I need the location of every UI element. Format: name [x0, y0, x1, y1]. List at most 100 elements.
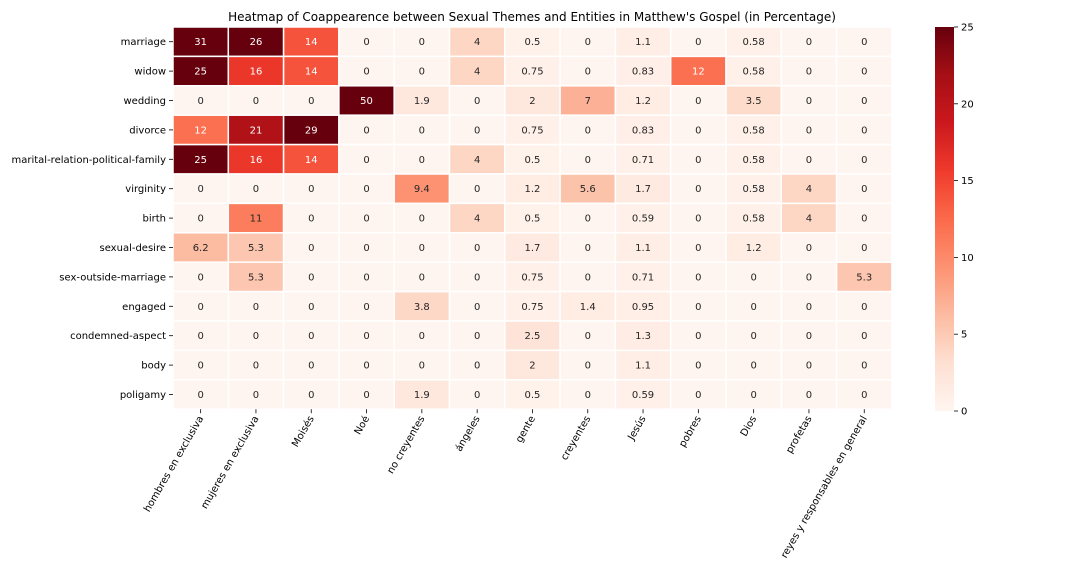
- cell-value-label: 0: [419, 125, 425, 136]
- column-label: ángeles: [453, 414, 483, 454]
- cell-value-label: 0: [363, 272, 369, 283]
- heatmap-cell: [393, 379, 451, 410]
- cell-value-label: 0: [308, 96, 314, 107]
- cell-value-label: 0: [861, 184, 867, 195]
- cell-value-label: 0.71: [632, 272, 654, 283]
- cell-value-label: 0.83: [632, 67, 654, 78]
- heatmap-cell: [835, 320, 893, 352]
- heatmap-cell: [835, 143, 893, 175]
- cell-value-label: 0: [363, 361, 369, 372]
- heatmap-cell: [338, 261, 395, 293]
- cell-value-label: 0.95: [632, 302, 654, 313]
- heatmap-cell: [559, 379, 617, 410]
- heatmap-cell: [338, 143, 395, 175]
- cell-value-label: 11: [250, 214, 263, 225]
- cell-value-label: 0: [585, 37, 591, 48]
- heatmap-cell: [614, 114, 672, 146]
- cell-value-label: 0: [363, 184, 369, 195]
- cell-value-label: 0: [363, 390, 369, 401]
- cell-value-label: 0: [308, 331, 314, 342]
- cell-value-label: 2: [529, 96, 535, 107]
- heatmap-cell: [559, 173, 617, 205]
- heatmap-cell: [227, 349, 285, 381]
- cell-value-label: 0: [474, 390, 480, 401]
- cell-value-label: 0: [363, 37, 369, 48]
- heatmap-cell: [559, 26, 617, 58]
- heatmap-cell: [780, 261, 838, 293]
- cell-value-label: 4: [474, 214, 480, 225]
- cell-value-label: 4: [474, 37, 480, 48]
- cell-value-label: 4: [474, 155, 480, 166]
- column-label: Dios: [739, 414, 759, 438]
- cell-value-label: 50: [360, 96, 373, 107]
- heatmap-cell: [504, 143, 561, 175]
- cell-value-label: 0: [695, 184, 701, 195]
- cell-value-label: 0.75: [521, 67, 543, 78]
- cell-value-label: 0: [308, 390, 314, 401]
- cell-value-label: 0: [695, 125, 701, 136]
- cell-value-label: 0: [197, 390, 203, 401]
- cell-value-label: 0: [253, 331, 259, 342]
- heatmap-cell: [282, 85, 340, 116]
- row-label: marital-relation-political-family: [11, 155, 166, 166]
- cell-value-label: 0: [253, 96, 259, 107]
- row-label: birth: [143, 214, 167, 225]
- heatmap-cell: [669, 173, 727, 205]
- cell-value-label: 7: [585, 96, 591, 107]
- cell-value-label: 5.3: [248, 243, 264, 254]
- heatmap-cell: [338, 349, 395, 381]
- cell-value-label: 25: [194, 155, 207, 166]
- cell-value-label: 0: [474, 184, 480, 195]
- heatmap-cell: [504, 232, 561, 263]
- heatmap-cell: [504, 202, 561, 234]
- cell-value-label: 0: [253, 302, 259, 313]
- cell-value-label: 0: [806, 272, 812, 283]
- cell-value-label: 0: [695, 243, 701, 254]
- cell-value-label: 0: [308, 361, 314, 372]
- column-label: creyentes: [559, 414, 593, 462]
- heatmap-cell: [504, 349, 561, 381]
- cell-value-label: 0: [419, 155, 425, 166]
- row-label: divorce: [129, 125, 166, 136]
- cell-value-label: 1.2: [635, 96, 651, 107]
- heatmap-cell: [282, 202, 340, 234]
- heatmap-cell: [614, 55, 672, 87]
- cell-value-label: 3.8: [414, 302, 430, 313]
- column-label: pobres: [677, 414, 704, 449]
- cell-value-label: 0: [861, 361, 867, 372]
- cell-value-label: 0: [585, 361, 591, 372]
- cell-value-label: 1.7: [524, 243, 540, 254]
- cell-value-label: 0.59: [632, 214, 654, 225]
- heatmap-cell: [725, 114, 783, 146]
- cell-value-label: 0.83: [632, 125, 654, 136]
- cell-value-label: 0: [806, 125, 812, 136]
- cell-value-label: 0.58: [743, 125, 765, 136]
- row-label: engaged: [122, 302, 166, 313]
- cell-value-label: 1.2: [524, 184, 540, 195]
- cell-value-label: 12: [692, 67, 705, 78]
- cell-value-label: 0: [474, 243, 480, 254]
- column-label: Jesús: [625, 414, 649, 443]
- heatmap-cell: [780, 173, 838, 205]
- cell-value-label: 0: [474, 96, 480, 107]
- cell-value-label: 0: [197, 361, 203, 372]
- cell-value-label: 3.5: [746, 96, 762, 107]
- row-label: widow: [134, 67, 166, 78]
- cell-value-label: 0: [585, 243, 591, 254]
- cell-value-label: 0: [585, 390, 591, 401]
- heatmap-cell: [780, 320, 838, 352]
- heatmap-cell: [780, 114, 838, 146]
- cell-value-label: 12: [194, 125, 207, 136]
- cell-value-label: 0: [363, 67, 369, 78]
- cell-value-label: 0: [695, 272, 701, 283]
- colorbar: 0 5 10 15 20 25: [935, 23, 974, 418]
- colorbar-tick-label: 0: [961, 407, 967, 418]
- heatmap-cell: [282, 55, 340, 87]
- cell-value-label: 0: [474, 125, 480, 136]
- cell-value-label: 0: [695, 302, 701, 313]
- cell-value-label: 0: [419, 214, 425, 225]
- cell-value-label: 0: [861, 37, 867, 48]
- cell-value-label: 0: [861, 125, 867, 136]
- heatmap-cell: [448, 261, 506, 293]
